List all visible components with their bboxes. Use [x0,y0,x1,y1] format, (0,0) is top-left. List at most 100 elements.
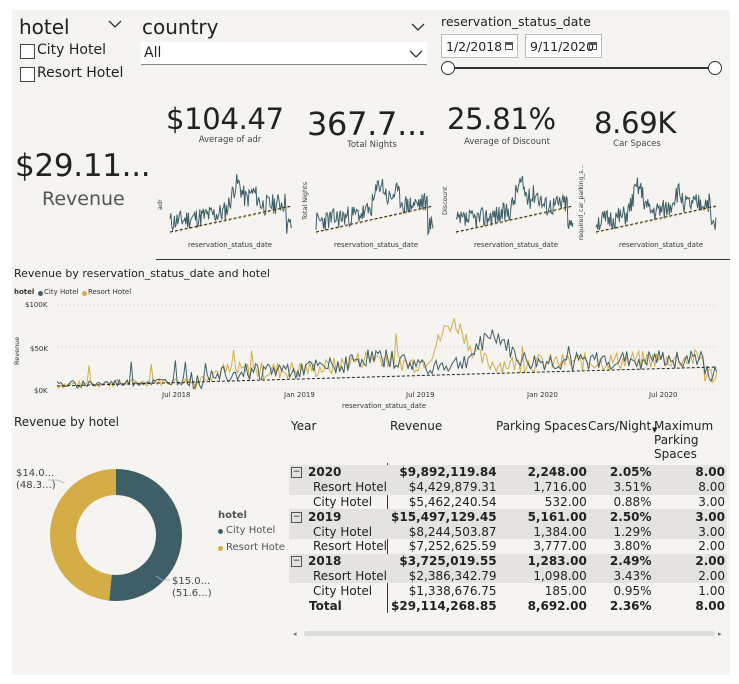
matrix-cell-parking: 1,384.00 [533,524,587,539]
matrix-cell-parking: 8,692.00 [527,598,587,613]
revenue-line-chart[interactable] [57,303,717,395]
matrix-row-label: 2018 [308,554,342,569]
matrix-row-label: 2020 [308,465,342,480]
checkbox-label-resort-hotel[interactable]: Resort Hotel [37,65,124,81]
matrix-hotel-row[interactable]: City Hotel $5,462,240.54 532.00 0.88% 3.00 [289,495,727,510]
matrix-row-label: City Hotel [313,524,373,539]
matrix-cell-cars: 3.80% [613,539,652,554]
kpi-discount-value: 25.81% [447,102,556,136]
matrix-cell-revenue: $7,252,625.59 [408,539,497,554]
matrix-hotel-row[interactable]: Resort Hotel $7,252,625.59 3,777.00 3.80% 2.… [289,539,727,554]
matrix-cell-max: 3.00 [695,509,725,524]
matrix-cell-cars: 2.05% [609,465,652,480]
matrix-header-max-parking[interactable]: Maximum Parking Spaces [654,419,714,461]
donut-city-value: $15.0... [172,576,211,587]
donut-slice-resort-hotel[interactable] [49,469,116,601]
x-tick-label: Jul 2018 [162,391,191,399]
matrix-header-year[interactable]: Year [291,419,317,433]
kpi-adr-value: $104.47 [166,102,284,136]
matrix-hotel-row[interactable]: City Hotel $1,338,676.75 185.00 0.95% 1.00 [289,583,727,598]
x-tick-label: Jul 2020 [649,391,678,399]
matrix-row-label: City Hotel [313,583,373,598]
chevron-down-icon[interactable] [411,21,425,35]
line-chart-xlabel: reservation_status_date [342,402,426,410]
checkbox-resort-hotel[interactable] [20,67,35,82]
matrix-year-row[interactable]: −2018 $3,725,019.55 1,283.00 2.49% 2.00 [289,553,727,569]
matrix-row-label-cell: Resort Hotel [289,569,389,584]
matrix-cell-cars: 2.49% [609,554,652,569]
matrix-table: −2020 $9,892,119.84 2,248.00 2.05% 8.00 Resor… [289,465,727,613]
matrix-row-label-cell: −2018 [289,554,389,569]
matrix-header-parking[interactable]: Parking Spaces [496,419,588,433]
sort-desc-icon[interactable]: ▼ [652,426,658,434]
chevron-down-icon[interactable] [108,18,122,32]
collapse-icon[interactable]: − [291,467,302,479]
sparkline-trendline-accent [169,206,293,234]
matrix-cell-cars: 3.43% [613,568,652,583]
kpi-divider [156,259,730,260]
matrix-hotel-row[interactable]: Resort Hotel $2,386,342.79 1,098.00 3.43% 2.… [289,568,727,584]
donut-resort-value: $14.0... [16,468,55,479]
sparkline-trendline-accent [455,206,574,234]
calendar-icon[interactable] [589,42,597,50]
kpi-adr-sparkline [169,173,293,235]
matrix-row-label: Resort Hotel [313,480,388,495]
donut-legend-city-label[interactable]: City Hotel [226,525,276,536]
kpi-discount-label: Average of Discount [464,137,550,147]
sparkline-trendline [455,205,574,233]
date-range-track[interactable] [448,67,716,69]
country-dropdown[interactable]: All [141,42,427,65]
y-tick-label: $50K [30,345,48,353]
kpi-parking-sparkline [595,177,717,234]
chevron-down-icon [409,47,423,63]
matrix-header-cars-night[interactable]: Cars/Night [588,419,652,433]
matrix-cell-max: 2.00 [695,554,725,569]
end-date-input[interactable]: 9/11/2020 [525,34,602,58]
matrix-cell-parking: 2,248.00 [527,465,587,480]
calendar-icon[interactable] [505,42,513,50]
matrix-cell-max: 2.00 [698,539,725,554]
kpi-nights-value: 367.7... [307,105,427,143]
country-slicer-title: country [142,15,219,39]
matrix-cell-parking: 532.00 [544,494,587,509]
revenue-by-hotel-donut[interactable] [46,465,186,605]
matrix-row-label-cell: City Hotel [289,524,389,539]
donut-legend-resort-label[interactable]: Resort Hote [226,542,285,553]
matrix-cell-parking: 5,161.00 [527,509,587,524]
hotel-slicer-title: hotel [19,15,70,39]
matrix-cell-max: 8.00 [695,465,725,480]
legend-city-hotel-label[interactable]: City Hotel [44,288,79,296]
kpi-nights-sparkline [315,178,434,236]
matrix-cell-cars: 0.88% [613,494,652,509]
collapse-icon[interactable]: − [291,511,302,523]
matrix-hotel-row[interactable]: Resort Hotel $4,429,879.31 1,716.00 3.51% 8.… [289,479,727,495]
date-range-start-handle[interactable] [441,61,455,75]
donut-label-resort: $14.0... (48.3...) [16,468,56,492]
matrix-horizontal-scrollbar[interactable] [304,631,715,636]
matrix-year-row[interactable]: −2020 $9,892,119.84 2,248.00 2.05% 8.00 [289,465,727,480]
kpi-discount-ylabel: Discount [441,186,449,215]
collapse-icon[interactable]: − [291,556,302,568]
scroll-left-arrow[interactable]: ◂ [293,630,297,638]
matrix-year-row[interactable]: −2019 $15,497,129.45 5,161.00 2.50% 3.00 [289,509,727,525]
checkbox-label-city-hotel[interactable]: City Hotel [37,42,106,58]
matrix-cell-cars: 0.95% [613,583,652,598]
checkbox-city-hotel[interactable] [20,44,35,59]
matrix-divider [387,463,388,613]
line-chart-title: Revenue by reservation_status_date and h… [14,267,270,280]
legend-resort-hotel-label[interactable]: Resort Hotel [88,288,132,296]
matrix-header-revenue[interactable]: Revenue [390,419,443,433]
kpi-adr-ylabel: adr [156,199,164,210]
matrix-cell-parking: 185.00 [544,583,587,598]
matrix-total-row[interactable]: Total $29,114,268.85 8,692.00 2.36% 8.00 [289,598,727,613]
matrix-hotel-row[interactable]: City Hotel $8,244,503.87 1,384.00 1.29% 3.00 [289,524,727,539]
matrix-row-label-cell: City Hotel [289,583,389,598]
matrix-cell-revenue: $4,429,879.31 [408,480,497,495]
donut-slice-city-hotel[interactable] [109,469,182,601]
city-hotel-series[interactable] [57,329,717,390]
scroll-right-arrow[interactable]: ▸ [718,630,722,638]
matrix-row-label-cell: Resort Hotel [289,480,389,495]
kpi-revenue-label: Revenue [42,188,125,210]
start-date-input[interactable]: 1/2/2018 [441,34,518,58]
date-range-end-handle[interactable] [708,61,722,75]
